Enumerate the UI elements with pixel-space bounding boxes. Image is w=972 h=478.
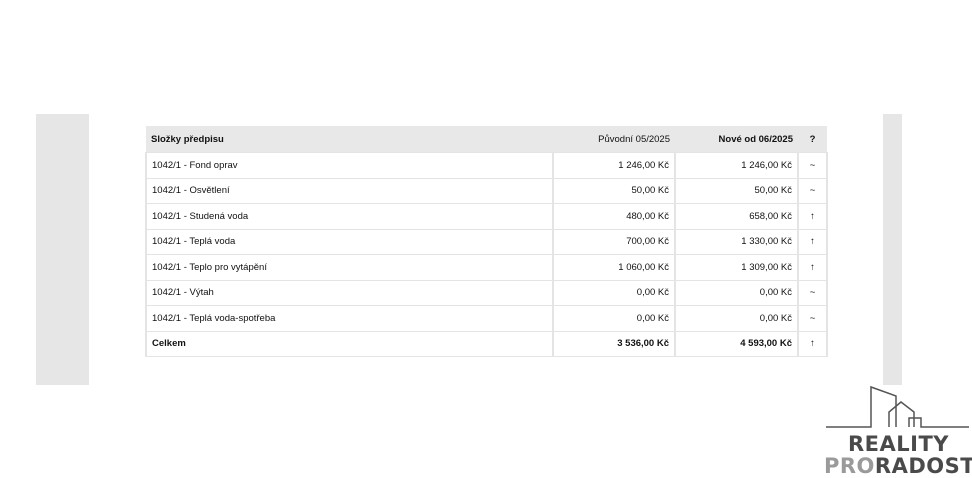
table-row: 1042/1 - Studená voda 480,00 Kč 658,00 Kč ↑ <box>145 203 828 230</box>
cell-name: 1042/1 - Teplá voda <box>145 228 554 255</box>
cell-new: 50,00 Kč <box>674 177 799 204</box>
cell-new: 0,00 Kč <box>674 279 799 306</box>
table-row: 1042/1 - Fond oprav 1 246,00 Kč 1 246,00 K… <box>145 152 828 179</box>
right-panel <box>883 114 902 385</box>
total-row: Celkem 3 536,00 Kč 4 593,00 Kč ↑ <box>145 330 828 357</box>
cell-flag: ~ <box>797 177 828 204</box>
logo-pro: PRO <box>824 454 875 478</box>
table-header: Složky předpisu Původní 05/2025 Nové od … <box>146 126 827 153</box>
cell-new: 1 330,00 Kč <box>674 228 799 255</box>
cell-name: 1042/1 - Fond oprav <box>145 152 554 179</box>
cell-name: Celkem <box>145 330 554 357</box>
reality-proradost-logo: REALITY PRORADOST <box>824 382 972 478</box>
cell-flag: ↑ <box>797 254 828 281</box>
cell-orig: 1 060,00 Kč <box>552 254 676 281</box>
logo-line2: PRORADOST <box>824 454 972 478</box>
cell-orig: 0,00 Kč <box>552 279 676 306</box>
cell-name: 1042/1 - Osvětlení <box>145 177 554 204</box>
cell-flag: ~ <box>797 152 828 179</box>
cell-name: 1042/1 - Teplo pro vytápění <box>145 254 554 281</box>
cell-orig: 0,00 Kč <box>552 305 676 332</box>
header-new: Nové od 06/2025 <box>675 126 798 153</box>
cell-flag: ~ <box>797 279 828 306</box>
buildings-icon <box>826 385 969 428</box>
cell-new: 0,00 Kč <box>674 305 799 332</box>
cell-new: 4 593,00 Kč <box>674 330 799 357</box>
cell-new: 1 309,00 Kč <box>674 254 799 281</box>
cell-orig: 50,00 Kč <box>552 177 676 204</box>
header-name: Složky předpisu <box>146 126 553 153</box>
cell-new: 658,00 Kč <box>674 203 799 230</box>
table-row: 1042/1 - Teplo pro vytápění 1 060,00 Kč 1 … <box>145 254 828 281</box>
logo-radost: RADOST <box>874 454 972 478</box>
header-change: ? <box>798 126 827 153</box>
cell-flag: ↑ <box>797 203 828 230</box>
cell-name: 1042/1 - Teplá voda-spotřeba <box>145 305 554 332</box>
cell-orig: 700,00 Kč <box>552 228 676 255</box>
cell-flag: ↑ <box>797 228 828 255</box>
cell-flag: ~ <box>797 305 828 332</box>
table-row: 1042/1 - Teplá voda 700,00 Kč 1 330,00 Kč ↑ <box>145 228 828 255</box>
cell-orig: 480,00 Kč <box>552 203 676 230</box>
table-row: 1042/1 - Osvětlení 50,00 Kč 50,00 Kč ~ <box>145 177 828 204</box>
table-row: 1042/1 - Teplá voda-spotřeba 0,00 Kč 0,00 … <box>145 305 828 332</box>
cell-new: 1 246,00 Kč <box>674 152 799 179</box>
cell-orig: 1 246,00 Kč <box>552 152 676 179</box>
left-panel <box>36 114 89 385</box>
table-row: 1042/1 - Výtah 0,00 Kč 0,00 Kč ~ <box>145 279 828 306</box>
cell-orig: 3 536,00 Kč <box>552 330 676 357</box>
logo-line1: REALITY <box>848 432 949 456</box>
payment-components-table: Složky předpisu Původní 05/2025 Nové od … <box>145 126 828 357</box>
cell-name: 1042/1 - Studená voda <box>145 203 554 230</box>
cell-flag: ↑ <box>797 330 828 357</box>
cell-name: 1042/1 - Výtah <box>145 279 554 306</box>
header-original: Původní 05/2025 <box>553 126 675 153</box>
